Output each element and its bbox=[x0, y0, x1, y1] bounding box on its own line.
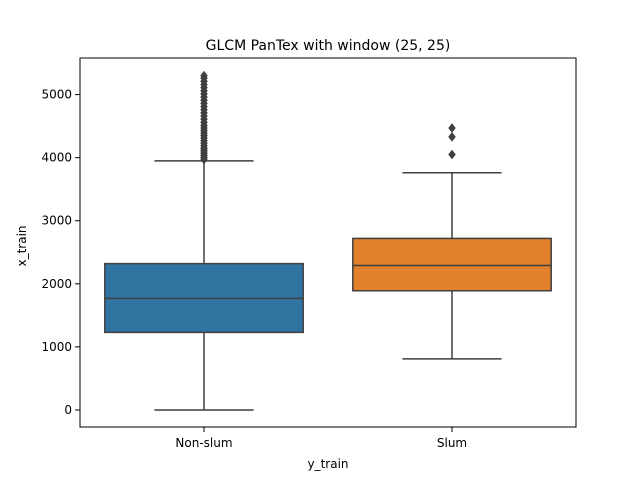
y-tick-label: 4000 bbox=[41, 151, 72, 165]
x-tick-label-slum: Slum bbox=[437, 436, 467, 450]
plot-area: 0 1000 2000 3000 4000 5000 Non-slum Slum bbox=[41, 57, 577, 450]
y-axis-label: x_train bbox=[15, 225, 29, 266]
y-tick-label: 5000 bbox=[41, 88, 72, 102]
y-tick-label: 3000 bbox=[41, 214, 72, 228]
outlier-point-slum bbox=[448, 149, 456, 160]
x-tick-label-non-slum: Non-slum bbox=[175, 436, 232, 450]
box-slum bbox=[352, 237, 552, 292]
y-tick-label: 1000 bbox=[41, 340, 72, 354]
chart-title: GLCM PanTex with window (25, 25) bbox=[206, 38, 451, 54]
y-tick-label: 0 bbox=[64, 403, 72, 417]
outlier-point-non-slum bbox=[200, 70, 208, 81]
y-tick-label: 2000 bbox=[41, 277, 72, 291]
plot-frame bbox=[79, 57, 577, 428]
outlier-point-slum bbox=[448, 123, 456, 133]
outlier-point-slum bbox=[448, 131, 456, 142]
x-axis-label: y_train bbox=[307, 457, 348, 471]
